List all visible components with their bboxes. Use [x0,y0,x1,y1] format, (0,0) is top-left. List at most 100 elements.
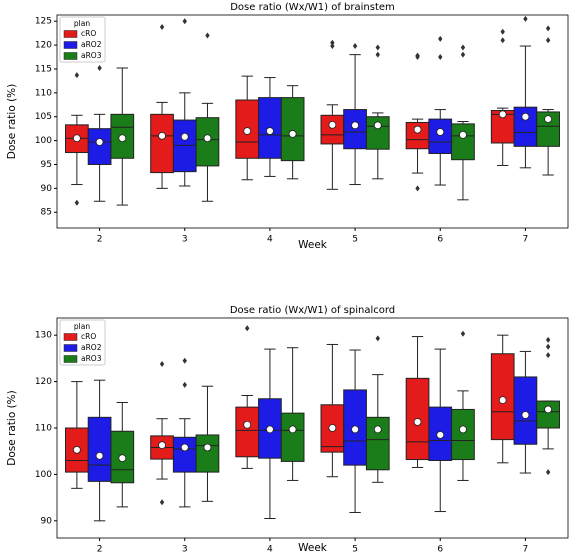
outlier [438,54,443,61]
mean [459,130,467,139]
outlier [159,360,165,367]
y-tick-label: 90 [41,184,53,194]
mean [95,451,104,460]
box [451,123,475,161]
outlier [182,18,187,25]
x-tick-label: 3 [182,235,188,245]
x-tick-label: 2 [97,545,103,554]
box [365,416,390,471]
legend-frame [59,16,106,63]
legend-label: aRO2 [81,343,102,352]
mean [373,121,382,130]
y-tick-label: 125 [35,17,52,27]
x-tick-label: 5 [352,235,358,245]
y-tick-label: 120 [35,377,52,387]
mean [158,131,166,140]
legend-label: aRO3 [81,354,102,363]
mean [436,431,445,439]
mean [203,134,212,143]
mean [521,411,530,419]
x-tick-label: 6 [437,235,443,245]
outlier [460,44,466,51]
outlier [159,499,165,506]
outlier [438,35,443,42]
legend-title: plan [74,19,90,28]
mean [266,425,274,434]
mean [72,445,81,454]
x-tick-label: 2 [97,235,103,245]
mean [351,121,359,130]
box [280,97,305,162]
outlier [460,51,466,58]
x-axis-label: Week [298,542,328,554]
box [451,408,475,461]
legend-swatch [63,30,78,38]
box [320,114,345,145]
mean [413,125,422,134]
mean [95,138,104,146]
box [536,111,560,147]
box [365,116,390,150]
box [150,113,174,174]
x-axis-label: Week [298,239,328,251]
y-tick-label: 120 [35,41,52,51]
y-axis-label: Dose ratio (%) [6,390,18,466]
y-tick-label: 90 [41,516,53,526]
mean [288,130,297,138]
outlier [74,199,80,206]
box [87,128,112,165]
legend-swatch [63,41,78,49]
chart-title: Dose ratio (Wx/W1) of spinalcord [230,305,395,316]
legend-swatch [63,344,78,352]
outlier [182,381,187,388]
mean [413,418,422,426]
outlier [500,28,505,35]
outlier [159,23,165,30]
box [235,406,260,458]
mean [118,134,127,143]
y-tick-label: 100 [35,470,52,480]
y-tick-label: 85 [41,208,52,218]
x-tick-label: 4 [267,545,273,554]
mean [459,425,467,434]
mean [118,454,127,463]
y-tick-label: 110 [35,88,52,98]
outlier [375,51,380,58]
x-tick-label: 4 [267,235,273,245]
mean [203,443,212,452]
outlier [97,65,102,72]
legend-label: aRO3 [81,51,102,60]
y-tick-label: 105 [35,112,52,122]
outlier [205,32,210,39]
mean [436,128,445,136]
outlier [545,25,551,32]
outlier [245,325,250,332]
y-tick-label: 100 [35,136,52,146]
outlier [352,43,358,50]
outlier [182,357,187,364]
mean [544,405,553,414]
outlier [375,44,380,51]
outlier [523,15,528,22]
mean [544,115,553,124]
mean [266,127,274,135]
mean [328,424,337,432]
x-tick-label: 5 [352,545,358,554]
mean [351,425,359,434]
box [195,434,220,473]
mean [288,425,297,434]
mean [180,443,189,452]
x-tick-label: 7 [523,235,529,245]
outlier [74,72,80,79]
outlier [415,185,420,192]
outlier [545,352,551,359]
mean [243,420,252,429]
y-tick-label: 130 [35,331,52,341]
plot-frame [56,317,569,539]
outlier [415,54,420,61]
legend-frame [59,319,106,366]
outlier [460,330,466,337]
mean [158,441,166,450]
mean [180,132,189,141]
